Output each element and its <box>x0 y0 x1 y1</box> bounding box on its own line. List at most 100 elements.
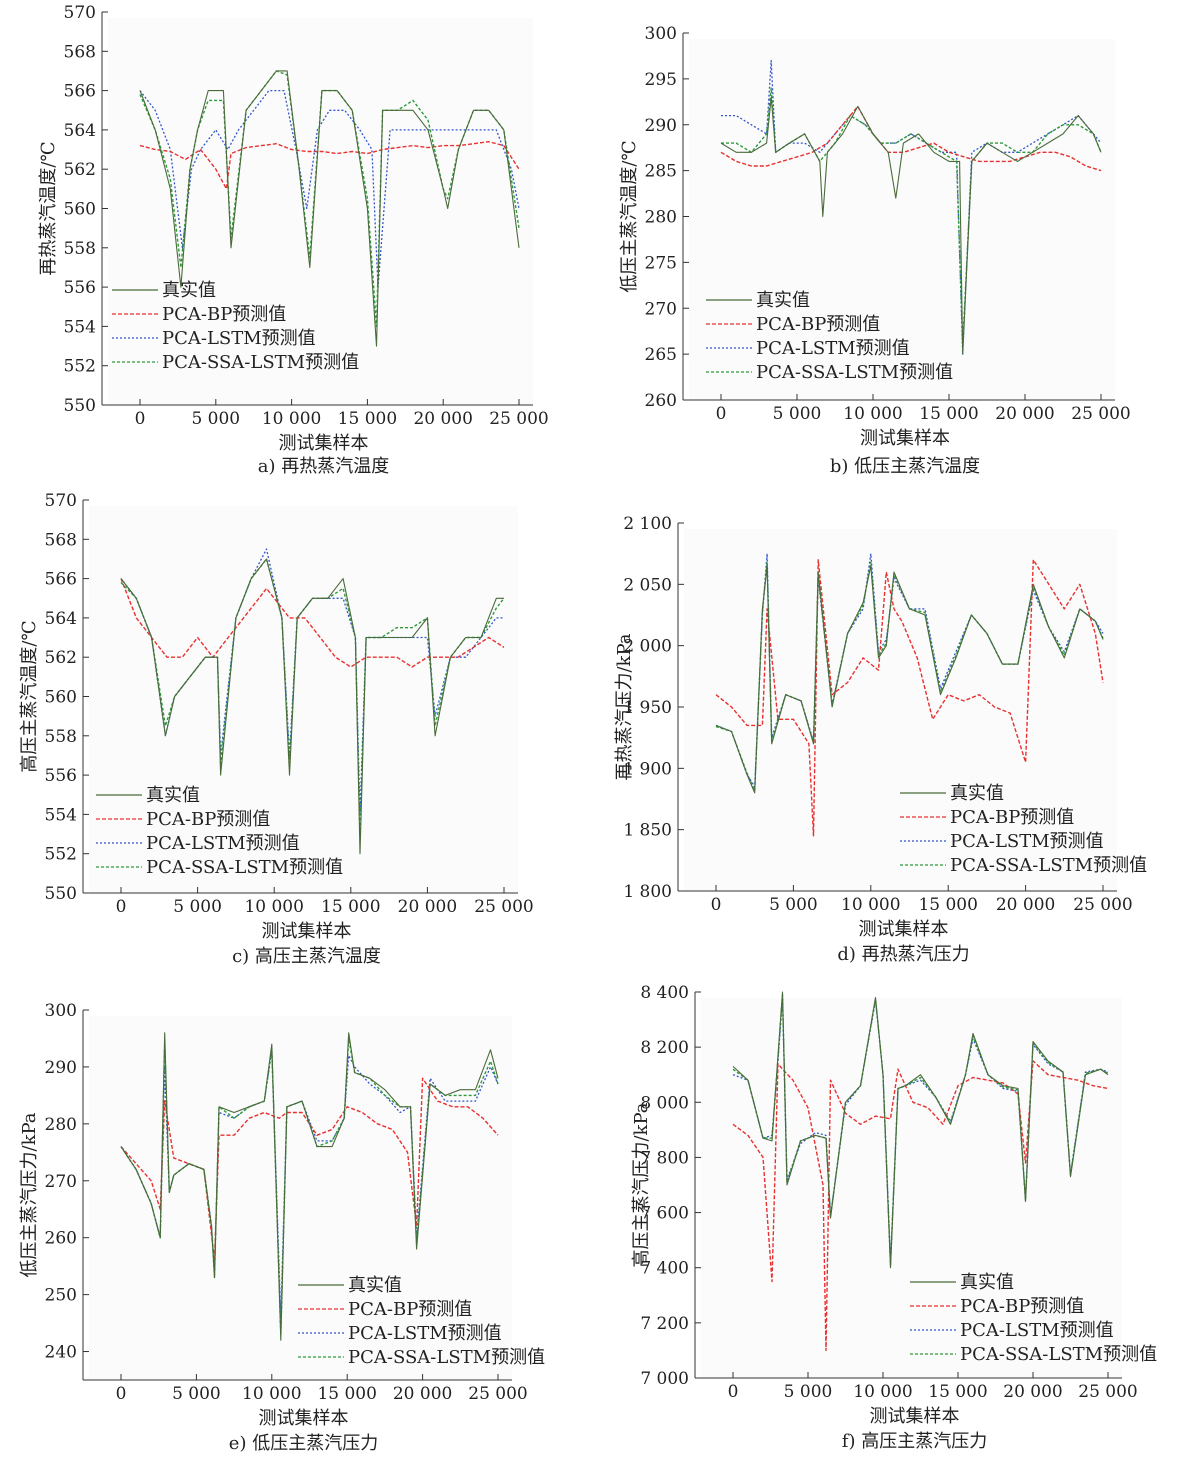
y-tick-label: 566 <box>64 82 96 102</box>
y-tick-label: 564 <box>45 609 77 629</box>
x-tick-label: 15 000 <box>928 1382 987 1402</box>
series-line-bp <box>139 140 520 190</box>
y-tick-label: 564 <box>64 121 96 141</box>
x-tick-label: 0 <box>116 1384 127 1404</box>
plot-area <box>689 39 1115 400</box>
x-tick-label: 25 000 <box>474 897 533 917</box>
legend-label-ssa: PCA-SSA-LSTM预测值 <box>162 352 359 373</box>
y-tick-label: 7 400 <box>640 1259 689 1279</box>
y-tick-label: 270 <box>45 1172 77 1192</box>
y-tick-label: 558 <box>45 727 77 747</box>
legend-label-bp: PCA-BP预测值 <box>756 314 880 335</box>
x-axis-label: 测试集样本 <box>279 433 369 454</box>
chart-panel-5: 240 250 260 270 280 290 300 0 5 000 10 000 15 000 2… <box>19 1001 545 1454</box>
x-tick-label: 15 000 <box>321 897 380 917</box>
x-tick-label: 5 000 <box>769 895 818 915</box>
y-axis-label: 高压主蒸汽温度/℃ <box>19 620 40 772</box>
y-axis-label: 再热蒸汽温度/℃ <box>38 141 59 275</box>
legend-label-bp: PCA-BP预测值 <box>146 809 270 830</box>
x-tick-label: 5 000 <box>784 1382 833 1402</box>
legend-label-lstm: PCA-LSTM预测值 <box>960 1320 1114 1341</box>
legend-label-true: 真实值 <box>146 785 200 806</box>
legend-label-bp: PCA-BP预测值 <box>348 1299 472 1320</box>
legend-label-lstm: PCA-LSTM预测值 <box>756 338 910 359</box>
y-axis-label: 低压主蒸汽温度/℃ <box>619 140 640 292</box>
legend: 真实值 PCA-BP预测值 PCA-LSTM预测值 PCA-SSA-LSTM预测值 <box>112 280 359 373</box>
x-tick-label: 15 000 <box>317 1384 376 1404</box>
x-tick-label: 5 000 <box>172 1384 221 1404</box>
y-tick-label: 556 <box>45 766 77 786</box>
legend-label-lstm: PCA-LSTM预测值 <box>162 328 316 349</box>
x-axis-label: 测试集样本 <box>870 1406 960 1427</box>
y-tick-label: 550 <box>45 884 77 904</box>
legend-label-ssa: PCA-SSA-LSTM预测值 <box>960 1344 1157 1365</box>
x-tick-label: 10 000 <box>843 404 902 424</box>
x-tick-label: 5 000 <box>173 897 222 917</box>
chart-panel-6: 7 000 7 200 7 400 7 600 7 800 8 000 8 200 8 400… <box>631 983 1157 1452</box>
x-tick-label: 0 <box>135 409 146 429</box>
x-tick-label: 20 000 <box>996 895 1055 915</box>
legend-label-bp: PCA-BP预测值 <box>960 1296 1084 1317</box>
legend-label-lstm: PCA-LSTM预测值 <box>950 831 1104 852</box>
y-tick-label: 7 200 <box>640 1314 689 1334</box>
y-tick-label: 562 <box>45 648 77 668</box>
y-tick-label: 2 000 <box>623 637 672 657</box>
plot-area <box>684 529 1117 891</box>
series-line-bp <box>720 105 1102 172</box>
chart-panel-3: 550 552 554 556 558 560 562 564 566 568 570 0 5 000 1… <box>19 491 534 967</box>
y-tick-label: 8 400 <box>640 983 689 1003</box>
panel-caption: f) 高压主蒸汽压力 <box>842 1431 987 1452</box>
x-axis-label: 测试集样本 <box>860 428 950 449</box>
x-tick-label: 10 000 <box>242 1384 301 1404</box>
plot-area <box>108 18 533 405</box>
y-tick-label: 290 <box>45 1058 77 1078</box>
chart-panel-1: 550 552 554 556 558 560 562 564 566 568 570 0 5 000 1… <box>38 3 549 477</box>
y-tick-label: 1 950 <box>623 698 672 718</box>
legend: 真实值 PCA-BP预测值 PCA-LSTM预测值 PCA-SSA-LSTM预测值 <box>706 290 953 383</box>
series-line-bp <box>120 578 505 668</box>
y-tick-label: 554 <box>45 805 77 825</box>
legend: 真实值 PCA-BP预测值 PCA-LSTM预测值 PCA-SSA-LSTM预测值 <box>298 1275 545 1368</box>
legend: 真实值 PCA-BP预测值 PCA-LSTM预测值 PCA-SSA-LSTM预测值 <box>910 1272 1157 1365</box>
series-line-bp <box>120 1077 499 1262</box>
y-tick-label: 285 <box>645 162 677 182</box>
series-line-true <box>715 565 1104 794</box>
x-tick-label: 0 <box>716 404 727 424</box>
legend-label-true: 真实值 <box>348 1275 402 1296</box>
legend-label-ssa: PCA-SSA-LSTM预测值 <box>756 362 953 383</box>
y-tick-label: 290 <box>645 116 677 136</box>
legend-label-lstm: PCA-LSTM预测值 <box>348 1323 502 1344</box>
y-tick-label: 570 <box>45 491 77 511</box>
y-tick-label: 260 <box>45 1229 77 1249</box>
x-tick-label: 20 000 <box>995 404 1054 424</box>
series-line-lstm <box>139 89 520 288</box>
legend-label-ssa: PCA-SSA-LSTM预测值 <box>146 857 343 878</box>
x-tick-label: 25 000 <box>468 1384 527 1404</box>
panel-caption: c) 高压主蒸汽温度 <box>232 946 381 967</box>
x-tick-label: 10 000 <box>262 409 321 429</box>
y-axis-label: 再热蒸汽压力/kPa <box>614 633 635 780</box>
x-tick-label: 20 000 <box>1003 1382 1062 1402</box>
panel-caption: d) 再热蒸汽压力 <box>837 944 969 965</box>
legend-label-lstm: PCA-LSTM预测值 <box>146 833 300 854</box>
y-tick-label: 295 <box>645 70 677 90</box>
y-tick-label: 554 <box>64 317 96 337</box>
y-tick-label: 7 800 <box>640 1148 689 1168</box>
y-tick-label: 550 <box>64 396 96 416</box>
y-tick-label: 552 <box>45 845 77 865</box>
y-tick-label: 568 <box>64 42 96 62</box>
legend-label-true: 真实值 <box>960 1272 1014 1293</box>
x-tick-label: 0 <box>116 897 127 917</box>
y-tick-label: 560 <box>64 200 96 220</box>
y-tick-label: 2 050 <box>623 575 672 595</box>
y-tick-label: 558 <box>64 239 96 259</box>
y-tick-label: 300 <box>645 24 677 44</box>
legend-label-ssa: PCA-SSA-LSTM预测值 <box>348 1347 545 1368</box>
x-tick-label: 10 000 <box>853 1382 912 1402</box>
series-line-true <box>139 70 520 347</box>
y-tick-label: 300 <box>45 1001 77 1021</box>
series-line-bp <box>715 559 1104 837</box>
series-line-lstm <box>120 548 504 816</box>
legend-label-true: 真实值 <box>950 783 1004 804</box>
